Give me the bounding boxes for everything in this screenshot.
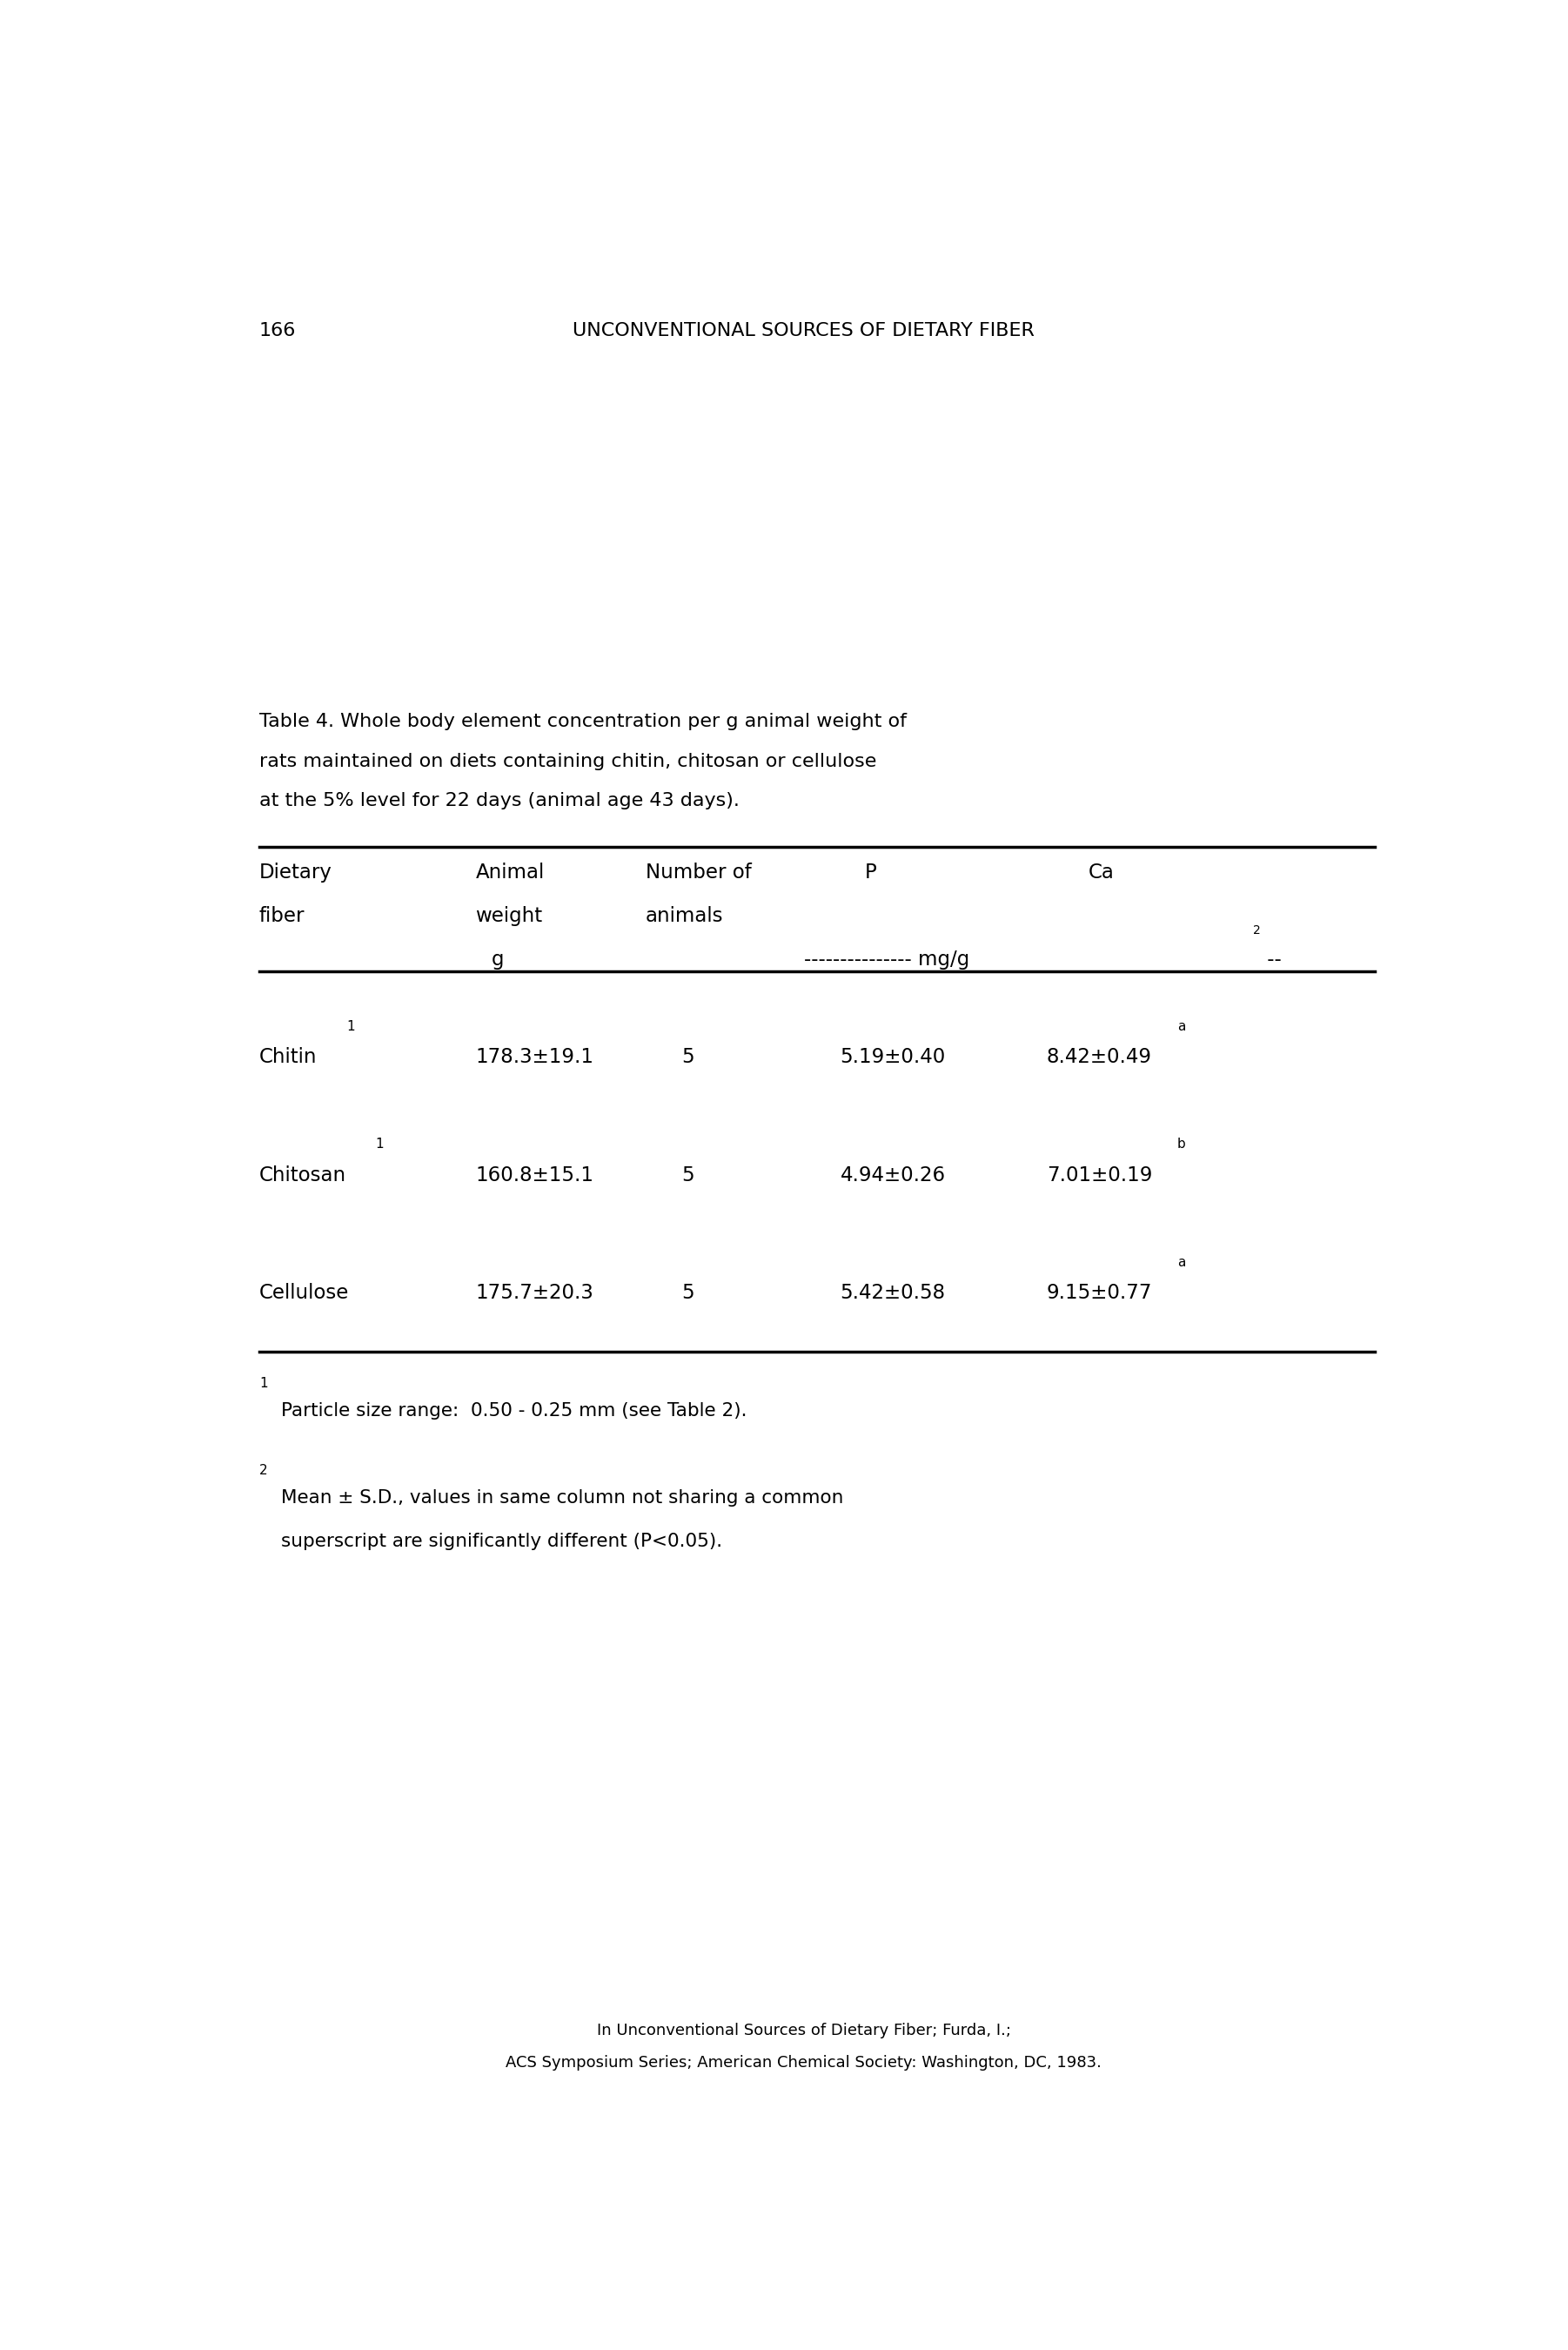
Text: Number of: Number of bbox=[646, 862, 751, 884]
Text: Mean ± S.D., values in same column not sharing a common: Mean ± S.D., values in same column not s… bbox=[281, 1490, 844, 1506]
Text: 8.42±0.49: 8.42±0.49 bbox=[1047, 1048, 1152, 1067]
Text: Particle size range:  0.50 - 0.25 mm (see Table 2).: Particle size range: 0.50 - 0.25 mm (see… bbox=[281, 1403, 746, 1419]
Text: 178.3±19.1: 178.3±19.1 bbox=[475, 1048, 594, 1067]
Text: 1: 1 bbox=[375, 1137, 384, 1152]
Text: superscript are significantly different (P<0.05).: superscript are significantly different … bbox=[281, 1532, 723, 1549]
Text: Table 4. Whole body element concentration per g animal weight of: Table 4. Whole body element concentratio… bbox=[259, 712, 906, 731]
Text: fiber: fiber bbox=[259, 907, 304, 926]
Text: Dietary: Dietary bbox=[259, 862, 332, 884]
Text: rats maintained on diets containing chitin, chitosan or cellulose: rats maintained on diets containing chit… bbox=[259, 752, 877, 771]
Text: g: g bbox=[491, 949, 503, 971]
Text: In Unconventional Sources of Dietary Fiber; Furda, I.;: In Unconventional Sources of Dietary Fib… bbox=[596, 2023, 1011, 2037]
Text: 9.15±0.77: 9.15±0.77 bbox=[1047, 1283, 1152, 1302]
Text: weight: weight bbox=[475, 907, 543, 926]
Text: --: -- bbox=[1261, 949, 1281, 971]
Text: a: a bbox=[1178, 1020, 1185, 1034]
Text: Chitosan: Chitosan bbox=[259, 1166, 347, 1184]
Text: 5.42±0.58: 5.42±0.58 bbox=[840, 1283, 946, 1302]
Text: at the 5% level for 22 days (animal age 43 days).: at the 5% level for 22 days (animal age … bbox=[259, 792, 740, 811]
Text: ACS Symposium Series; American Chemical Society: Washington, DC, 1983.: ACS Symposium Series; American Chemical … bbox=[505, 2056, 1102, 2070]
Text: 166: 166 bbox=[259, 322, 296, 338]
Text: P: P bbox=[864, 862, 877, 884]
Text: 1: 1 bbox=[259, 1377, 268, 1389]
Text: a: a bbox=[1178, 1255, 1185, 1269]
Text: 2: 2 bbox=[1253, 924, 1261, 938]
Text: 5: 5 bbox=[682, 1048, 695, 1067]
Text: 175.7±20.3: 175.7±20.3 bbox=[475, 1283, 594, 1302]
Text: 1: 1 bbox=[347, 1020, 354, 1034]
Text: 5: 5 bbox=[682, 1283, 695, 1302]
Text: Ca: Ca bbox=[1088, 862, 1115, 884]
Text: UNCONVENTIONAL SOURCES OF DIETARY FIBER: UNCONVENTIONAL SOURCES OF DIETARY FIBER bbox=[572, 322, 1035, 338]
Text: Cellulose: Cellulose bbox=[259, 1283, 350, 1302]
Text: 5.19±0.40: 5.19±0.40 bbox=[840, 1048, 946, 1067]
Text: --------------- mg/g: --------------- mg/g bbox=[803, 949, 969, 971]
Text: 5: 5 bbox=[682, 1166, 695, 1184]
Text: Chitin: Chitin bbox=[259, 1048, 317, 1067]
Text: Animal: Animal bbox=[475, 862, 544, 884]
Text: animals: animals bbox=[646, 907, 723, 926]
Text: 2: 2 bbox=[259, 1464, 268, 1476]
Text: 7.01±0.19: 7.01±0.19 bbox=[1047, 1166, 1152, 1184]
Text: 4.94±0.26: 4.94±0.26 bbox=[840, 1166, 946, 1184]
Text: b: b bbox=[1178, 1137, 1185, 1152]
Text: 160.8±15.1: 160.8±15.1 bbox=[475, 1166, 594, 1184]
